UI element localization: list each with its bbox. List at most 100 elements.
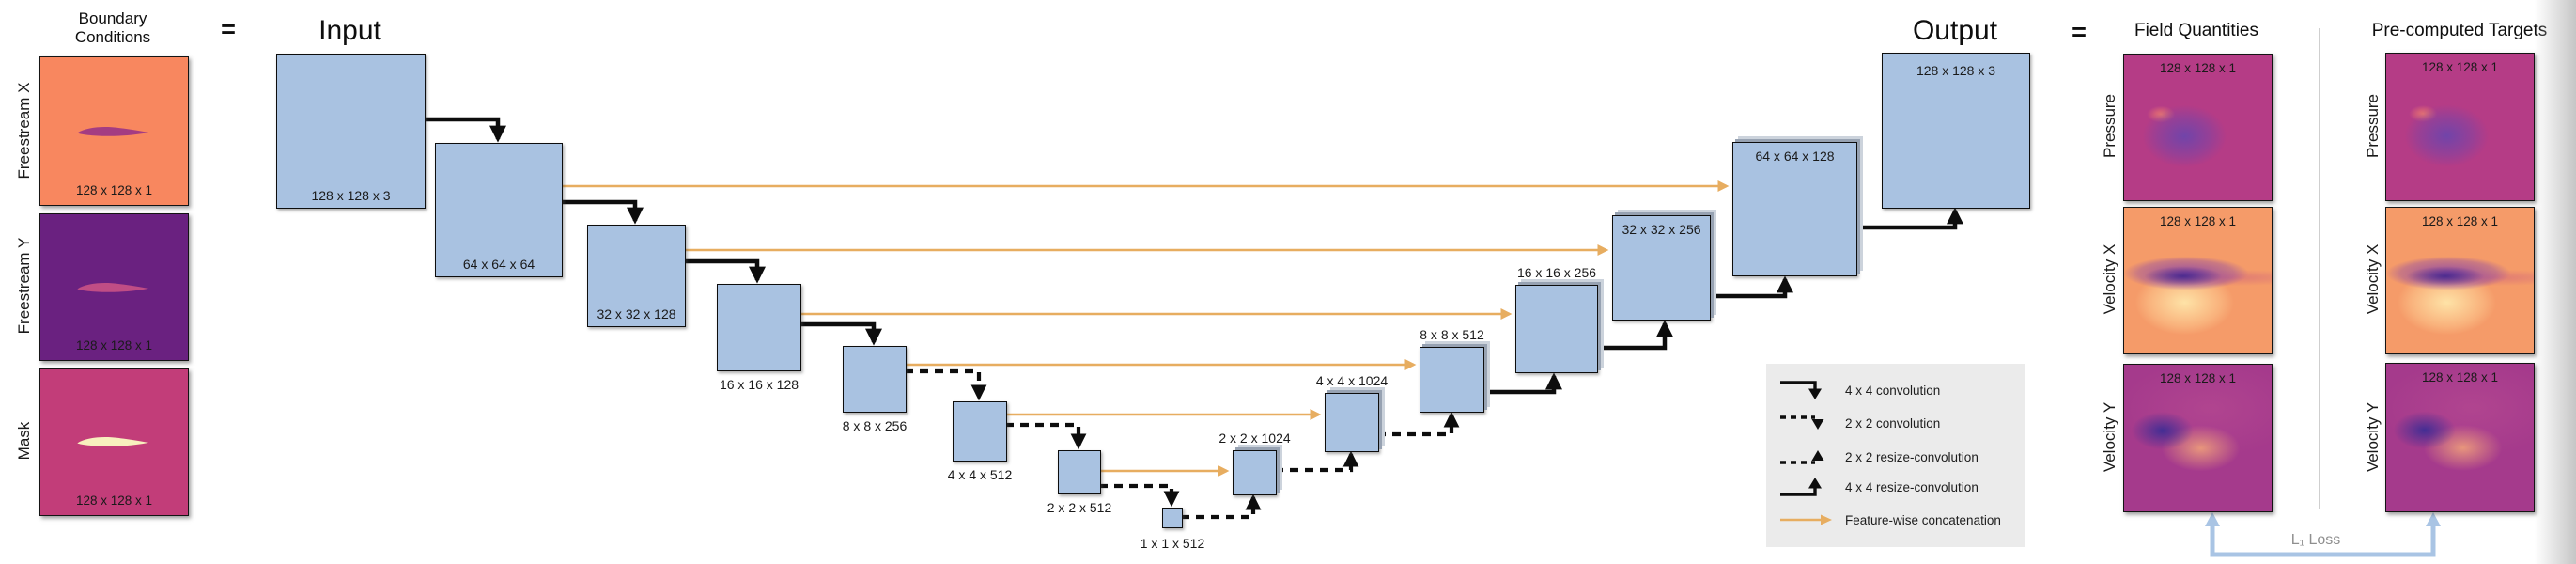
conv4-arrow-4 (799, 321, 882, 346)
legend-label: 2 x 2 resize-convolution (1845, 449, 1979, 464)
legend-item-conv2: 2 x 2 convolution (1777, 411, 1940, 435)
layer-dims: 128 x 128 x 3 (1916, 63, 1996, 78)
target-pressure-label: Pressure (2364, 93, 2382, 159)
layer-dec-32: 32 x 32 x 256 (1612, 215, 1711, 321)
equals-left: = (221, 15, 236, 43)
image-dims: 128 x 128 x 1 (75, 494, 153, 508)
freestream-y-image: 128 x 128 x 1 (39, 213, 189, 361)
boundary-title-line2: Conditions (74, 28, 151, 47)
legend-label: 2 x 2 convolution (1845, 415, 1941, 431)
resize4-arrow-2 (1596, 320, 1673, 351)
mask-label: Mask (15, 421, 33, 461)
airfoil-silhouette (76, 437, 148, 446)
layer-input: 128 x 128 x 3 (276, 54, 426, 209)
conv2-arrow-1 (905, 368, 987, 401)
field-velocity-y-label: Velocity Y (2101, 401, 2118, 473)
image-dims: 128 x 128 x 1 (2159, 61, 2237, 75)
layer-enc-16: 16 x 16 x 128 (717, 284, 801, 392)
layer-dims: 4 x 4 x 512 (947, 467, 1013, 482)
equals-right: = (2072, 18, 2087, 46)
resize2-up-arrow-icon (1780, 450, 1824, 464)
layer-dims: 8 x 8 x 256 (842, 418, 908, 433)
layer-dims: 16 x 16 x 256 (1516, 265, 1597, 280)
layer-dec-2: 2 x 2 x 1024 (1218, 431, 1291, 495)
target-pressure-image: 128 x 128 x 1 (2385, 53, 2535, 201)
mask-image: 128 x 128 x 1 (39, 368, 189, 516)
field-pressure-label: Pressure (2101, 93, 2118, 159)
page-edge-shade (2535, 0, 2576, 564)
target-velocity-y-label: Velocity Y (2364, 401, 2382, 473)
layer-dims: 64 x 64 x 64 (462, 257, 535, 272)
field-velocity-y-image: 128 x 128 x 1 (2123, 364, 2273, 512)
layer-dims: 2 x 2 x 1024 (1218, 431, 1291, 446)
layer-enc-64: 64 x 64 x 64 (435, 143, 563, 277)
image-dims: 128 x 128 x 1 (2159, 214, 2237, 228)
loss-bracket (2210, 523, 2436, 557)
freestream-y-label: Freestream Y (15, 237, 33, 335)
image-dims: 128 x 128 x 1 (75, 183, 153, 197)
target-velocity-y-image: 128 x 128 x 1 (2385, 363, 2535, 512)
layer-dims: 1 x 1 x 512 (1140, 536, 1205, 551)
target-velocity-x-label: Velocity X (2364, 243, 2382, 315)
field-quantities-title: Field Quantities (2134, 21, 2258, 40)
loss-arrow-left (2205, 512, 2220, 526)
conv4-arrow-3 (684, 258, 766, 284)
layer-dims: 4 x 4 x 1024 (1315, 373, 1389, 388)
column-divider (2319, 28, 2320, 509)
target-velocity-x-image: 128 x 128 x 1 (2385, 207, 2535, 354)
layer-dims: 32 x 32 x 256 (1622, 222, 1701, 237)
resize4-up-arrow-icon (1780, 478, 1822, 496)
legend: 4 x 4 convolution 2 x 2 convolution 2 x … (1766, 364, 2025, 547)
legend-label: Feature-wise concatenation (1845, 512, 2001, 527)
layer-enc-4: 4 x 4 x 512 (948, 401, 1012, 482)
loss-arrow-right (2426, 512, 2441, 526)
layer-dec-64: 64 x 64 x 128 (1732, 142, 1857, 276)
legend-label: 4 x 4 resize-convolution (1845, 479, 1979, 494)
output-title: Output (1912, 15, 1998, 46)
layer-enc-2: 2 x 2 x 512 (1047, 450, 1111, 515)
freestream-x-image: 128 x 128 x 1 (39, 56, 189, 206)
field-pressure-image: 128 x 128 x 1 (2123, 54, 2273, 201)
layer-dec-4: 4 x 4 x 1024 (1316, 373, 1388, 452)
resize2-arrow-2 (1275, 450, 1359, 473)
resize2-arrow-3 (1377, 411, 1460, 437)
layer-dims: 16 x 16 x 128 (719, 377, 799, 392)
image-dims: 128 x 128 x 1 (2421, 60, 2499, 74)
conv4-down-arrow-icon (1780, 381, 1822, 400)
concat-right-arrow-icon (1780, 514, 1832, 525)
layer-dec-16: 16 x 16 x 256 (1515, 265, 1598, 373)
resize4-arrow-4 (1855, 207, 1963, 230)
layer-enc-8: 8 x 8 x 256 (843, 346, 907, 433)
legend-item-conv4: 4 x 4 convolution (1777, 378, 1940, 402)
layer-dims: 2 x 2 x 512 (1047, 500, 1112, 515)
boundary-title: Boundary Conditions (42, 9, 183, 48)
conv4-arrow-1 (424, 117, 506, 143)
layer-enc-32: 32 x 32 x 128 (587, 225, 686, 327)
image-dims: 128 x 128 x 1 (2421, 370, 2499, 384)
layer-dims: 32 x 32 x 128 (597, 306, 676, 321)
field-velocity-x-label: Velocity X (2101, 243, 2118, 315)
conv4-arrow-2 (561, 199, 644, 225)
precomputed-targets-title: Pre-computed Targets (2371, 21, 2548, 40)
freestream-x-label: Freestream X (15, 82, 33, 180)
resize4-arrow-3 (1709, 275, 1793, 299)
layer-bottleneck: 1 x 1 x 512 (1141, 508, 1204, 551)
conv2-down-arrow-icon (1780, 415, 1824, 430)
input-title: Input (318, 15, 381, 46)
layer-dec-8: 8 x 8 x 512 (1420, 327, 1484, 413)
legend-item-concat: Feature-wise concatenation (1777, 508, 2001, 532)
airfoil-silhouette (76, 283, 148, 293)
legend-item-resize4: 4 x 4 resize-convolution (1777, 475, 1979, 499)
field-velocity-x-image: 128 x 128 x 1 (2123, 207, 2273, 354)
legend-item-resize2: 2 x 2 resize-convolution (1777, 445, 1979, 469)
layer-output: 128 x 128 x 3 (1882, 53, 2030, 209)
layer-dims: 8 x 8 x 512 (1420, 327, 1484, 342)
image-dims: 128 x 128 x 1 (2421, 214, 2499, 228)
l1-loss-label: L₁ Loss (2290, 532, 2341, 548)
legend-label: 4 x 4 convolution (1845, 383, 1941, 398)
airfoil-silhouette (76, 127, 148, 137)
boundary-title-line1: Boundary (78, 9, 147, 27)
layer-dims: 64 x 64 x 128 (1755, 149, 1835, 164)
